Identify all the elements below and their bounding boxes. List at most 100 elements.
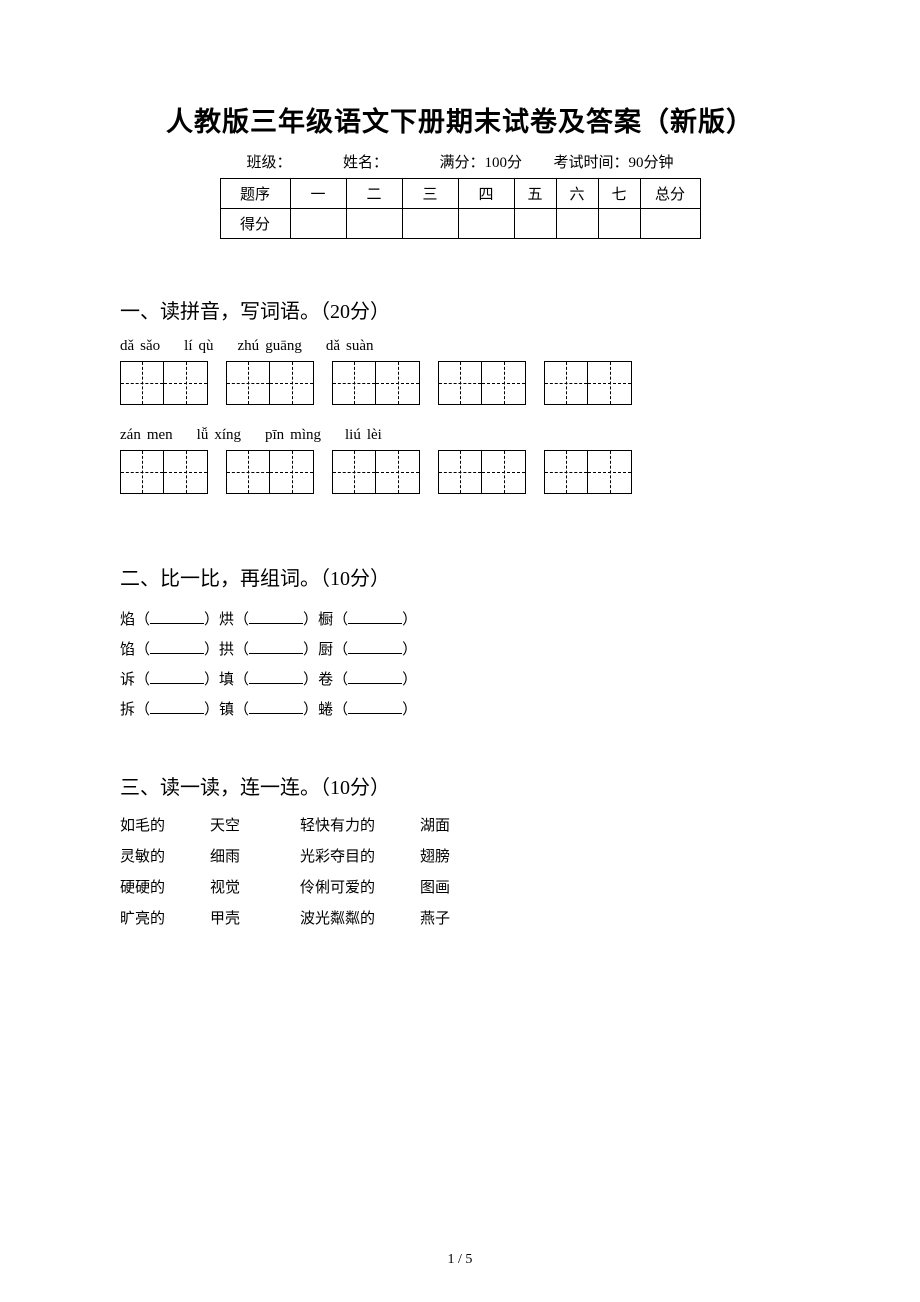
pinyin-line: dǎsǎolíqùzhúguāngdǎsuàn [120,338,800,355]
fill-blank[interactable] [249,639,303,654]
tianzige-box[interactable] [544,450,588,494]
pinyin-syllable: xíng [214,427,241,444]
full-label: 满分： [439,151,484,172]
section2-body: 焰（）烘（）橱（）馅（）拱（）厨（）诉（）填（）卷（）拆（）镇（）蜷（） [120,605,800,725]
tianzige-box[interactable] [376,450,420,494]
exam-page: 人教版三年级语文下册期末试卷及答案（新版） 班级： 姓名： 满分：100分 考试… [0,0,920,1302]
fill-blank[interactable] [348,639,402,654]
compare-item: 厨（ [318,642,348,658]
match-cell: 天空 [210,814,300,835]
pinyin-syllable: suàn [346,338,374,355]
fill-blank[interactable] [150,669,204,684]
section3-grid: 如毛的天空轻快有力的湖面灵敏的细雨光彩夺目的翅膀硬硬的视觉伶俐可爱的图画旷亮的甲… [120,814,800,928]
tianzige-pair [438,361,526,405]
pinyin-syllable: lǚ [197,427,209,444]
score-blank-cell[interactable] [556,209,598,239]
full-value: 100分 [485,151,523,172]
score-row-label: 得分 [220,209,290,239]
tianzige-box[interactable] [120,450,164,494]
tianzige-box[interactable] [120,361,164,405]
pinyin-syllable: dǎ [326,338,340,355]
fill-blank[interactable] [150,639,204,654]
match-cell: 图画 [420,876,490,897]
section1-heading: 一、读拼音，写词语。（20分） [120,295,800,324]
compare-item: 拱（ [219,642,249,658]
page-number: 1 / 5 [0,1252,920,1268]
tianzige-box[interactable] [544,361,588,405]
exam-info-line: 班级： 姓名： 满分：100分 考试时间：90分钟 [120,151,800,172]
score-blank-cell[interactable] [598,209,640,239]
score-header-cell: 四 [458,179,514,209]
tianzige-row [120,450,800,494]
compare-item: 镇（ [219,702,249,718]
pinyin-syllable: qù [199,338,214,355]
compare-line: 馅（）拱（）厨（） [120,635,800,665]
tianzige-box[interactable] [588,361,632,405]
compare-item: 填（ [219,672,249,688]
score-blank-cell[interactable] [346,209,402,239]
tianzige-box[interactable] [376,361,420,405]
match-cell: 甲壳 [210,907,300,928]
tianzige-box[interactable] [332,361,376,405]
fill-blank[interactable] [150,699,204,714]
tianzige-box[interactable] [226,450,270,494]
compare-item: 烘（ [219,612,249,628]
tianzige-box[interactable] [438,361,482,405]
pinyin-syllable: zán [120,427,141,444]
score-blank-cell[interactable] [458,209,514,239]
tianzige-box[interactable] [226,361,270,405]
score-blank-cell[interactable] [290,209,346,239]
fill-blank[interactable] [150,609,204,624]
tianzige-box[interactable] [270,450,314,494]
tianzige-box[interactable] [164,450,208,494]
tianzige-pair [544,450,632,494]
fill-blank[interactable] [348,609,402,624]
tianzige-box[interactable] [164,361,208,405]
tianzige-box[interactable] [270,361,314,405]
compare-line: 焰（）烘（）橱（） [120,605,800,635]
pinyin-syllable: dǎ [120,338,134,355]
score-header-cell: 三 [402,179,458,209]
match-cell: 光彩夺目的 [300,845,420,866]
match-cell: 硬硬的 [120,876,210,897]
pinyin-syllable: lí [184,338,192,355]
tianzige-box[interactable] [588,450,632,494]
compare-item: 蜷（ [318,702,348,718]
compare-line: 拆（）镇（）蜷（） [120,695,800,725]
pinyin-syllable: zhú [238,338,260,355]
tianzige-pair [226,361,314,405]
tianzige-box[interactable] [482,450,526,494]
fill-blank[interactable] [249,669,303,684]
tianzige-pair [438,450,526,494]
match-cell: 伶俐可爱的 [300,876,420,897]
score-blank-cell[interactable] [640,209,700,239]
tianzige-box[interactable] [438,450,482,494]
pinyin-syllable: lèi [367,427,382,444]
compare-item: 诉（ [120,672,150,688]
match-cell: 轻快有力的 [300,814,420,835]
tianzige-box[interactable] [482,361,526,405]
section3-heading: 三、读一读，连一连。（10分） [120,771,800,800]
tianzige-box[interactable] [332,450,376,494]
pinyin-line: zánmenlǚxíngpīnmìngliúlèi [120,427,800,444]
score-blank-cell[interactable] [514,209,556,239]
fill-blank[interactable] [249,699,303,714]
score-table-score-row: 得分 [220,209,700,239]
tianzige-pair [332,361,420,405]
time-value: 90分钟 [629,151,674,172]
match-cell: 湖面 [420,814,490,835]
score-blank-cell[interactable] [402,209,458,239]
pinyin-syllable: men [147,427,173,444]
score-header-cell: 七 [598,179,640,209]
score-header-cell: 五 [514,179,556,209]
fill-blank[interactable] [348,669,402,684]
section1-body: dǎsǎolíqùzhúguāngdǎsuànzánmenlǚxíngpīnmì… [120,338,800,494]
compare-item: 拆（ [120,702,150,718]
fill-blank[interactable] [348,699,402,714]
score-header-cell: 题序 [220,179,290,209]
fill-blank[interactable] [249,609,303,624]
tianzige-pair [226,450,314,494]
score-header-cell: 二 [346,179,402,209]
compare-item: 馅（ [120,642,150,658]
match-cell: 旷亮的 [120,907,210,928]
